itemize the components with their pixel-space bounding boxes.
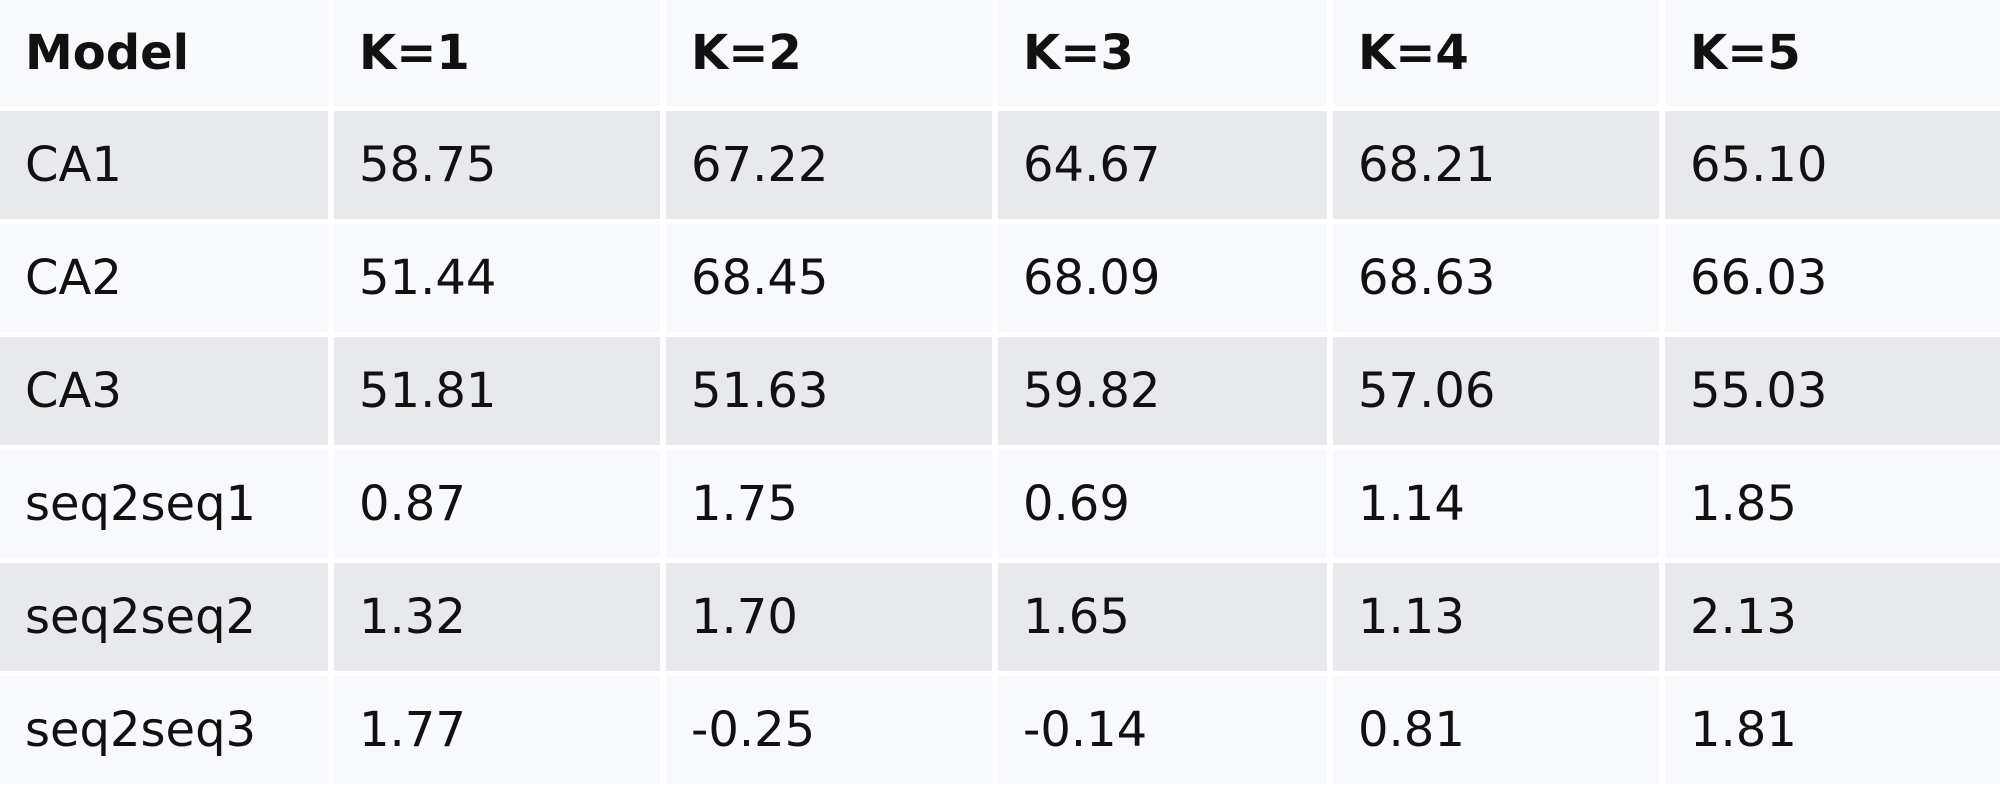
score-cell: 68.63	[1333, 224, 1659, 332]
table-row: CA2 51.44 68.45 68.09 68.63 66.03	[0, 224, 2000, 332]
score-cell: 0.69	[998, 450, 1327, 558]
score-cell: 0.87	[334, 450, 660, 558]
column-header-k4: K=4	[1333, 0, 1659, 106]
score-cell: 51.81	[334, 337, 660, 445]
model-name-cell: CA3	[0, 337, 328, 445]
score-cell: 1.77	[334, 676, 660, 784]
column-header-k2: K=2	[666, 0, 992, 106]
column-header-k3: K=3	[998, 0, 1327, 106]
model-name-cell: seq2seq1	[0, 450, 328, 558]
score-cell: 66.03	[1665, 224, 2000, 332]
score-cell: 2.13	[1665, 563, 2000, 671]
score-cell: -0.25	[666, 676, 992, 784]
score-cell: 1.13	[1333, 563, 1659, 671]
table-row: seq2seq3 1.77 -0.25 -0.14 0.81 1.81	[0, 676, 2000, 784]
table-header-row: Model K=1 K=2 K=3 K=4 K=5	[0, 0, 2000, 106]
score-cell: 51.63	[666, 337, 992, 445]
score-cell: 0.81	[1333, 676, 1659, 784]
score-cell: 68.21	[1333, 111, 1659, 219]
column-header-k1: K=1	[334, 0, 660, 106]
score-cell: 1.85	[1665, 450, 2000, 558]
model-name-cell: CA2	[0, 224, 328, 332]
score-cell: 58.75	[334, 111, 660, 219]
score-cell: 1.65	[998, 563, 1327, 671]
model-name-cell: CA1	[0, 111, 328, 219]
score-cell: 1.81	[1665, 676, 2000, 784]
score-cell: 57.06	[1333, 337, 1659, 445]
score-cell: 1.32	[334, 563, 660, 671]
score-cell: 1.14	[1333, 450, 1659, 558]
score-cell: 65.10	[1665, 111, 2000, 219]
table-row: CA1 58.75 67.22 64.67 68.21 65.10	[0, 111, 2000, 219]
column-header-k5: K=5	[1665, 0, 2000, 106]
table-row: seq2seq1 0.87 1.75 0.69 1.14 1.85	[0, 450, 2000, 558]
column-header-model: Model	[0, 0, 328, 106]
model-name-cell: seq2seq2	[0, 563, 328, 671]
score-cell: 59.82	[998, 337, 1327, 445]
score-cell: 68.45	[666, 224, 992, 332]
score-cell: 64.67	[998, 111, 1327, 219]
score-cell: 1.75	[666, 450, 992, 558]
score-cell: -0.14	[998, 676, 1327, 784]
score-cell: 67.22	[666, 111, 992, 219]
score-cell: 55.03	[1665, 337, 2000, 445]
model-name-cell: seq2seq3	[0, 676, 328, 784]
table-row: CA3 51.81 51.63 59.82 57.06 55.03	[0, 337, 2000, 445]
score-cell: 51.44	[334, 224, 660, 332]
table-row: seq2seq2 1.32 1.70 1.65 1.13 2.13	[0, 563, 2000, 671]
score-cell: 1.70	[666, 563, 992, 671]
score-cell: 68.09	[998, 224, 1327, 332]
